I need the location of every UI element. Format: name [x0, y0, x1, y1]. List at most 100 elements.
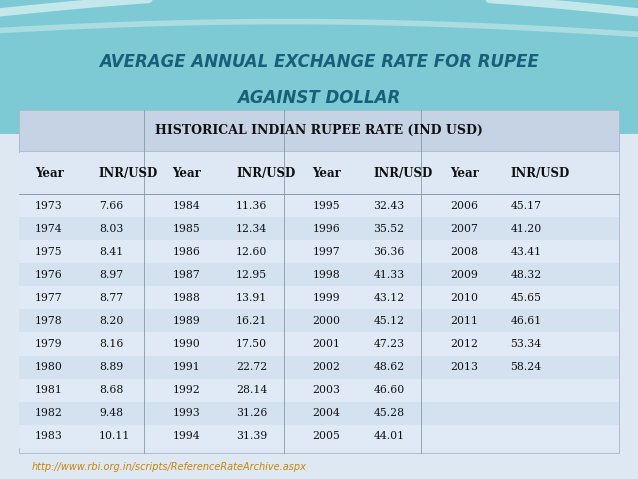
Text: 2010: 2010 — [450, 293, 478, 303]
Text: 1992: 1992 — [172, 385, 200, 395]
Text: 1998: 1998 — [313, 270, 340, 280]
Text: 1973: 1973 — [35, 201, 63, 211]
Text: 45.65: 45.65 — [510, 293, 542, 303]
Text: 12.95: 12.95 — [236, 270, 267, 280]
Text: 45.28: 45.28 — [373, 408, 404, 418]
Text: 31.39: 31.39 — [236, 431, 267, 441]
Text: 13.91: 13.91 — [236, 293, 267, 303]
FancyBboxPatch shape — [0, 134, 638, 479]
FancyBboxPatch shape — [19, 332, 619, 355]
Text: 44.01: 44.01 — [373, 431, 404, 441]
Text: 1988: 1988 — [172, 293, 200, 303]
Text: 1980: 1980 — [35, 362, 63, 372]
Text: 1975: 1975 — [35, 247, 63, 257]
Text: 1999: 1999 — [313, 293, 340, 303]
Text: 58.24: 58.24 — [510, 362, 542, 372]
Text: INR/USD: INR/USD — [510, 167, 570, 180]
Text: 48.62: 48.62 — [373, 362, 404, 372]
Text: 2004: 2004 — [313, 408, 341, 418]
FancyBboxPatch shape — [19, 194, 619, 217]
Text: 1993: 1993 — [172, 408, 200, 418]
Text: INR/USD: INR/USD — [373, 167, 433, 180]
Text: 2013: 2013 — [450, 362, 478, 372]
Text: 2003: 2003 — [313, 385, 341, 395]
Text: 48.32: 48.32 — [510, 270, 542, 280]
Text: 46.60: 46.60 — [373, 385, 404, 395]
FancyBboxPatch shape — [19, 425, 619, 448]
FancyBboxPatch shape — [19, 217, 619, 240]
Text: 8.89: 8.89 — [99, 362, 123, 372]
Text: 45.12: 45.12 — [373, 316, 404, 326]
Text: 8.03: 8.03 — [99, 224, 123, 234]
Text: 1984: 1984 — [172, 201, 200, 211]
Text: 43.41: 43.41 — [510, 247, 542, 257]
Text: 36.36: 36.36 — [373, 247, 404, 257]
Text: AVERAGE ANNUAL EXCHANGE RATE FOR RUPEE: AVERAGE ANNUAL EXCHANGE RATE FOR RUPEE — [99, 53, 539, 71]
Text: 7.66: 7.66 — [99, 201, 123, 211]
Text: INR/USD: INR/USD — [99, 167, 158, 180]
Text: 31.26: 31.26 — [236, 408, 267, 418]
Text: 41.33: 41.33 — [373, 270, 404, 280]
Text: 12.60: 12.60 — [236, 247, 267, 257]
FancyBboxPatch shape — [19, 153, 619, 194]
Text: 2008: 2008 — [450, 247, 478, 257]
FancyBboxPatch shape — [0, 0, 638, 134]
Text: 1985: 1985 — [172, 224, 200, 234]
Text: 1986: 1986 — [172, 247, 200, 257]
Text: 1995: 1995 — [313, 201, 340, 211]
FancyBboxPatch shape — [19, 110, 619, 151]
Text: 2001: 2001 — [313, 339, 341, 349]
Text: 1991: 1991 — [172, 362, 200, 372]
Text: 9.48: 9.48 — [99, 408, 123, 418]
Text: 1996: 1996 — [313, 224, 340, 234]
Text: 46.61: 46.61 — [510, 316, 542, 326]
FancyBboxPatch shape — [19, 309, 619, 332]
FancyBboxPatch shape — [19, 263, 619, 286]
Text: 2002: 2002 — [313, 362, 341, 372]
Text: http://www.rbi.org.in/scripts/ReferenceRateArchive.aspx: http://www.rbi.org.in/scripts/ReferenceR… — [32, 462, 307, 472]
Text: 1987: 1987 — [172, 270, 200, 280]
Text: 8.41: 8.41 — [99, 247, 123, 257]
Text: 1981: 1981 — [35, 385, 63, 395]
Text: 28.14: 28.14 — [236, 385, 267, 395]
Text: AGAINST DOLLAR: AGAINST DOLLAR — [237, 89, 401, 107]
Text: 8.20: 8.20 — [99, 316, 123, 326]
Text: 53.34: 53.34 — [510, 339, 542, 349]
Text: 12.34: 12.34 — [236, 224, 267, 234]
FancyBboxPatch shape — [19, 240, 619, 263]
Text: 1983: 1983 — [35, 431, 63, 441]
FancyBboxPatch shape — [19, 402, 619, 425]
Text: 1989: 1989 — [172, 316, 200, 326]
Text: 2012: 2012 — [450, 339, 478, 349]
Text: 47.23: 47.23 — [373, 339, 404, 349]
Text: 1982: 1982 — [35, 408, 63, 418]
Text: 45.17: 45.17 — [510, 201, 542, 211]
Text: 2007: 2007 — [450, 224, 478, 234]
Text: 11.36: 11.36 — [236, 201, 267, 211]
Text: INR/USD: INR/USD — [236, 167, 295, 180]
Text: 1990: 1990 — [172, 339, 200, 349]
Text: 10.11: 10.11 — [99, 431, 130, 441]
Text: 16.21: 16.21 — [236, 316, 267, 326]
Text: 17.50: 17.50 — [236, 339, 267, 349]
Text: 1979: 1979 — [35, 339, 63, 349]
Text: 2006: 2006 — [450, 201, 478, 211]
Text: 1977: 1977 — [35, 293, 63, 303]
FancyBboxPatch shape — [19, 355, 619, 378]
Text: 8.68: 8.68 — [99, 385, 123, 395]
Text: 35.52: 35.52 — [373, 224, 404, 234]
Text: 2000: 2000 — [313, 316, 341, 326]
Text: Year: Year — [35, 167, 64, 180]
Text: 1994: 1994 — [172, 431, 200, 441]
Text: HISTORICAL INDIAN RUPEE RATE (IND USD): HISTORICAL INDIAN RUPEE RATE (IND USD) — [155, 124, 483, 137]
FancyBboxPatch shape — [19, 378, 619, 402]
Text: 32.43: 32.43 — [373, 201, 404, 211]
FancyBboxPatch shape — [19, 110, 619, 453]
Text: 1978: 1978 — [35, 316, 63, 326]
Text: Year: Year — [313, 167, 341, 180]
FancyBboxPatch shape — [19, 286, 619, 309]
Text: 41.20: 41.20 — [510, 224, 542, 234]
Text: 2011: 2011 — [450, 316, 478, 326]
Text: 22.72: 22.72 — [236, 362, 267, 372]
Text: 8.16: 8.16 — [99, 339, 123, 349]
